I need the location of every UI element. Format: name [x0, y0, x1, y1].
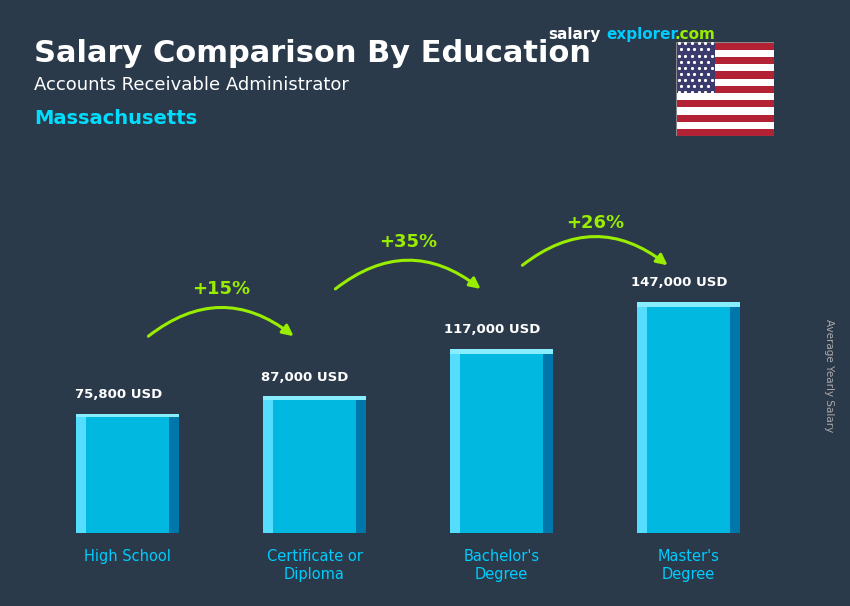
FancyBboxPatch shape — [355, 396, 366, 533]
Text: Massachusetts: Massachusetts — [34, 109, 197, 128]
FancyBboxPatch shape — [263, 396, 274, 533]
FancyBboxPatch shape — [638, 302, 740, 533]
Text: 87,000 USD: 87,000 USD — [262, 371, 348, 384]
Bar — [676, 72, 774, 79]
Text: 75,800 USD: 75,800 USD — [75, 388, 162, 401]
FancyBboxPatch shape — [638, 302, 648, 533]
Text: 147,000 USD: 147,000 USD — [631, 276, 728, 289]
FancyBboxPatch shape — [542, 349, 552, 533]
Bar — [676, 42, 774, 50]
Bar — [676, 129, 774, 136]
FancyBboxPatch shape — [729, 302, 740, 533]
Text: 117,000 USD: 117,000 USD — [444, 324, 541, 336]
Text: salary: salary — [548, 27, 601, 42]
FancyBboxPatch shape — [263, 396, 366, 533]
FancyBboxPatch shape — [450, 349, 461, 533]
FancyBboxPatch shape — [638, 302, 740, 307]
Bar — [676, 57, 774, 64]
FancyBboxPatch shape — [450, 349, 553, 353]
FancyArrowPatch shape — [149, 307, 291, 336]
Text: .com: .com — [674, 27, 715, 42]
Bar — [676, 79, 774, 86]
Text: Average Yearly Salary: Average Yearly Salary — [824, 319, 834, 432]
Bar — [676, 64, 774, 72]
Bar — [676, 107, 774, 115]
Bar — [676, 50, 774, 57]
Text: Accounts Receivable Administrator: Accounts Receivable Administrator — [34, 76, 348, 94]
Bar — [676, 93, 774, 100]
Bar — [676, 115, 774, 122]
Bar — [676, 122, 774, 129]
FancyBboxPatch shape — [76, 414, 178, 417]
FancyBboxPatch shape — [76, 414, 87, 533]
Text: +26%: +26% — [566, 214, 624, 232]
Text: explorer: explorer — [606, 27, 678, 42]
FancyArrowPatch shape — [336, 260, 478, 289]
Text: Salary Comparison By Education: Salary Comparison By Education — [34, 39, 591, 68]
FancyBboxPatch shape — [76, 414, 178, 533]
Text: +35%: +35% — [379, 233, 437, 251]
Bar — [676, 86, 774, 93]
FancyBboxPatch shape — [263, 396, 366, 399]
Bar — [676, 42, 715, 93]
FancyArrowPatch shape — [523, 236, 665, 265]
Text: +15%: +15% — [192, 280, 250, 298]
FancyBboxPatch shape — [450, 349, 553, 533]
Bar — [676, 100, 774, 107]
FancyBboxPatch shape — [168, 414, 178, 533]
